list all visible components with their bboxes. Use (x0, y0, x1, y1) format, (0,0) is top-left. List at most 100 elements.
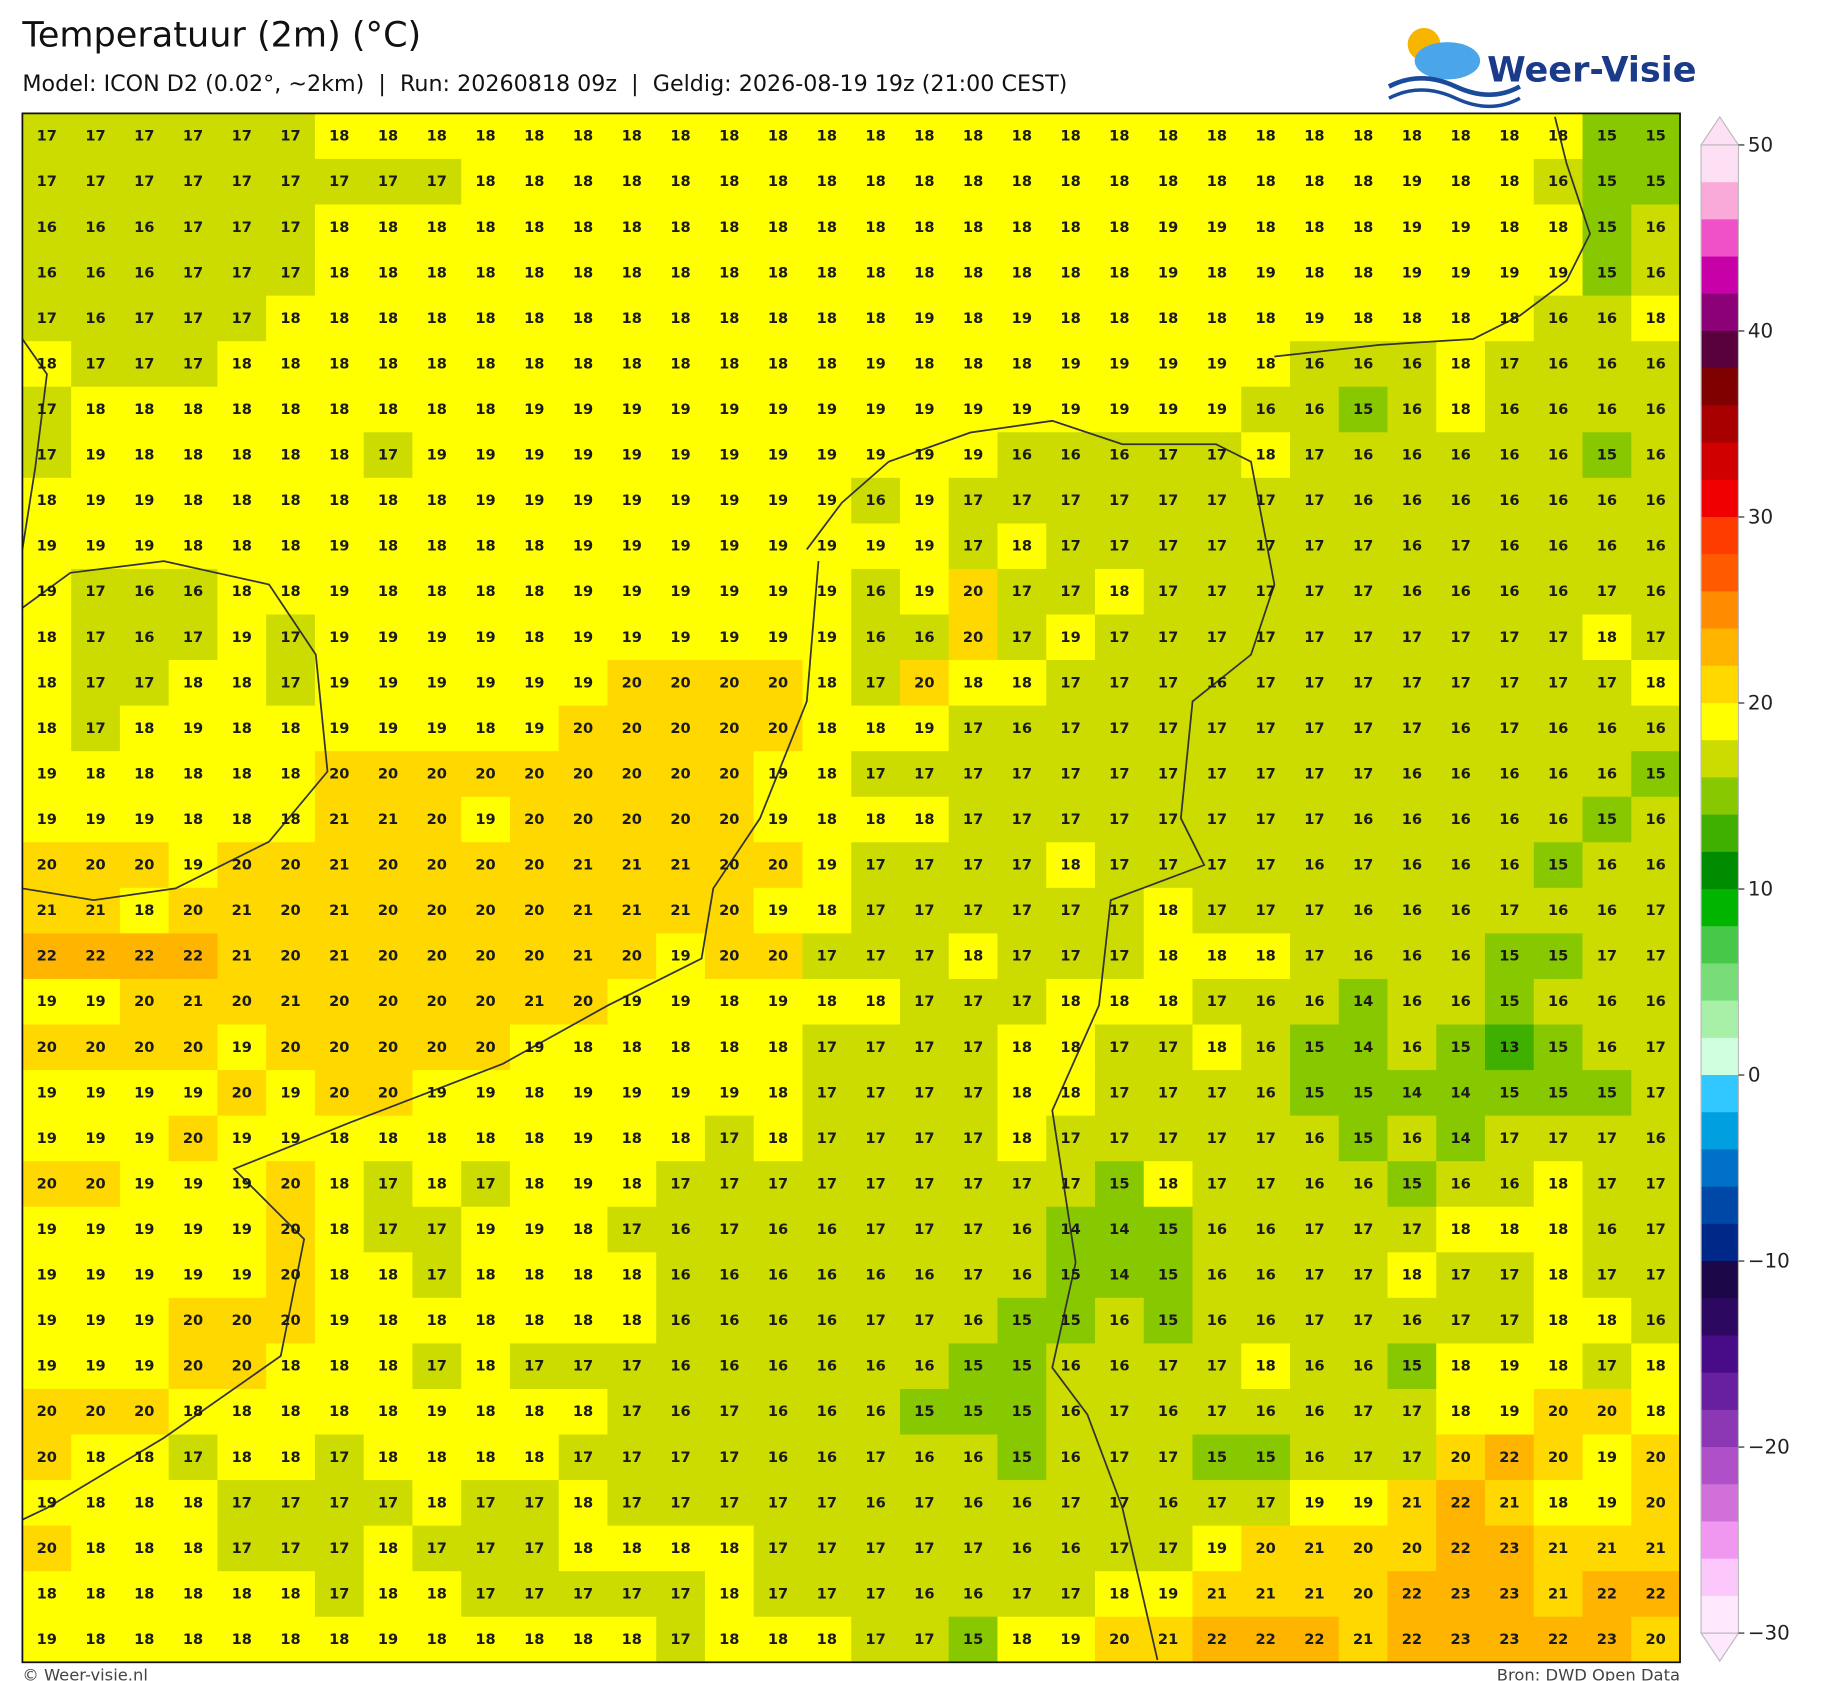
temperature-cell (1046, 250, 1096, 297)
temperature-label: 18 (1207, 948, 1227, 965)
temperature-cell (509, 887, 560, 934)
temperature-cell (1533, 432, 1584, 479)
temperature-cell (1485, 933, 1535, 980)
temperature-label: 18 (475, 355, 495, 372)
temperature-cell (607, 796, 657, 843)
temperature-cell (899, 204, 950, 251)
temperature-cell (607, 204, 657, 251)
temperature-cell (168, 341, 219, 388)
temperature-cell (22, 386, 72, 433)
temperature-cell (119, 1161, 170, 1208)
temperature-cell (461, 1206, 511, 1253)
temperature-label: 20 (1645, 1494, 1665, 1511)
temperature-label: 19 (622, 583, 642, 600)
temperature-label: 17 (1255, 674, 1275, 691)
temperature-cell (1387, 341, 1437, 388)
temperature-cell (1094, 1206, 1145, 1253)
temperature-label: 16 (865, 1267, 885, 1284)
temperature-label: 19 (1304, 1494, 1324, 1511)
temperature-cell (656, 341, 706, 388)
temperature-label: 18 (427, 401, 447, 418)
temperature-label: 16 (1060, 1449, 1080, 1466)
temperature-cell (314, 751, 365, 798)
temperature-label: 18 (280, 310, 300, 327)
temperature-cell (607, 432, 657, 479)
temperature-label: 19 (622, 993, 642, 1010)
temperature-cell (802, 341, 852, 388)
temperature-label: 18 (719, 1039, 739, 1056)
temperature-label: 16 (865, 1494, 885, 1511)
temperature-label: 17 (1304, 629, 1324, 646)
temperature-label: 16 (1597, 993, 1617, 1010)
temperature-cell (1485, 614, 1535, 661)
temperature-label: 18 (183, 492, 203, 509)
temperature-label: 18 (378, 128, 398, 145)
temperature-label: 17 (85, 128, 105, 145)
temperature-cell (607, 614, 657, 661)
temperature-cell (1338, 1297, 1389, 1344)
temperature-cell (363, 568, 414, 616)
temperature-label: 16 (1450, 948, 1470, 965)
colorbar-segment (1701, 889, 1739, 927)
temperature-label: 19 (768, 447, 788, 464)
temperature-cell (461, 341, 511, 388)
temperature-cell (607, 1024, 657, 1071)
temperature-label: 18 (524, 1267, 544, 1284)
temperature-label: 17 (914, 902, 934, 919)
temperature-label: 18 (183, 1403, 203, 1420)
temperature-label: 18 (573, 173, 593, 190)
temperature-label: 17 (1109, 674, 1129, 691)
temperature-cell (22, 1480, 72, 1527)
temperature-cell (1485, 751, 1535, 798)
temperature-label: 18 (1158, 902, 1178, 919)
temperature-label: 20 (183, 1130, 203, 1147)
temperature-cell (363, 1252, 414, 1299)
temperature-label: 18 (670, 310, 690, 327)
temperature-cell (412, 1480, 462, 1527)
temperature-cell (704, 1525, 755, 1572)
temperature-label: 16 (1304, 1449, 1324, 1466)
temperature-cell (1485, 1070, 1535, 1117)
temperature-label: 17 (1109, 1494, 1129, 1511)
temperature-cell (997, 1252, 1047, 1299)
temperature-cell (851, 523, 901, 570)
temperature-label: 18 (1109, 583, 1129, 600)
temperature-cell (656, 1206, 706, 1253)
temperature-label: 16 (768, 1358, 788, 1375)
temperature-cell (753, 1434, 804, 1481)
temperature-label: 19 (134, 1130, 154, 1147)
temperature-label: 20 (524, 811, 544, 828)
temperature-cell (1094, 341, 1145, 388)
temperature-label: 16 (1499, 492, 1519, 509)
temperature-cell (314, 1434, 365, 1481)
temperature-label: 19 (573, 1130, 593, 1147)
temperature-cell (119, 250, 170, 297)
colorbar-segment (1701, 1558, 1739, 1597)
temperature-cell (607, 1434, 657, 1481)
temperature-cell (1046, 614, 1096, 661)
temperature-cell (997, 250, 1047, 297)
temperature-cell (851, 751, 901, 798)
temperature-cell (1485, 1252, 1535, 1299)
temperature-cell (1241, 1616, 1291, 1663)
temperature-cell (704, 204, 755, 251)
temperature-cell (899, 1297, 950, 1344)
temperature-cell (168, 978, 219, 1026)
temperature-cell (1094, 1024, 1145, 1071)
temperature-label: 20 (475, 993, 495, 1010)
temperature-label: 20 (768, 948, 788, 965)
temperature-cell (314, 842, 365, 889)
temperature-label: 17 (1255, 1130, 1275, 1147)
temperature-label: 17 (1353, 857, 1373, 874)
temperature-label: 18 (963, 674, 983, 691)
temperature-cell (1436, 796, 1486, 843)
temperature-cell (704, 341, 755, 388)
temperature-cell (1192, 1571, 1242, 1618)
temperature-label: 16 (1597, 720, 1617, 737)
temperature-label: 17 (670, 1631, 690, 1648)
temperature-cell (1436, 432, 1486, 479)
temperature-cell (119, 1024, 170, 1071)
temperature-cell (607, 250, 657, 297)
temperature-cell (363, 1525, 414, 1572)
temperature-label: 16 (1402, 1039, 1422, 1056)
